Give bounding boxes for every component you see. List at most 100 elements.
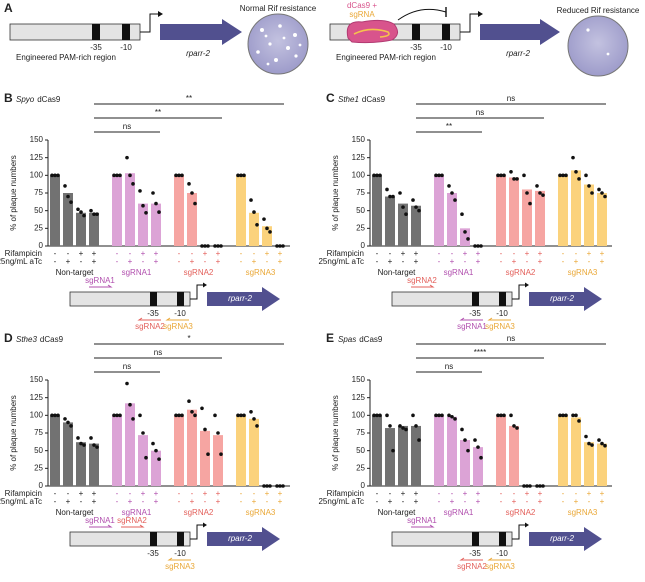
chart-panel: D Sthe3 dCas9 % of plaque numbers 0 25 50 75 100… (0, 331, 290, 571)
chart-title: Sthe1 dCas9 (338, 95, 386, 104)
promoter-head (158, 11, 163, 17)
significance-label: ** (186, 94, 192, 103)
row-label: 25ng/mL aTc (318, 257, 364, 266)
label-10: -10 (120, 43, 132, 52)
replicate-point (255, 223, 259, 227)
replicate-point (564, 413, 568, 418)
replicate-point (561, 173, 565, 178)
replicate-point (50, 413, 54, 418)
sgrna-above: sgRNA1 (85, 516, 115, 525)
replicate-point (131, 417, 135, 421)
rifampicin-sign: + (154, 489, 159, 498)
rifampicin-sign: + (141, 249, 146, 258)
atc-sign: + (154, 257, 159, 266)
replicate-point (577, 419, 581, 423)
sgrna-arrow (459, 557, 483, 561)
replicate-point (262, 484, 266, 488)
sgrna-arrow (89, 524, 113, 528)
y-tick-label: 0 (361, 481, 366, 490)
replicate-point (525, 191, 529, 195)
rifampicin-sign: + (600, 489, 605, 498)
replicate-point (401, 426, 405, 430)
replicate-point (414, 205, 418, 209)
bar (385, 428, 395, 486)
replicate-point (53, 173, 57, 178)
replicate-point (538, 191, 542, 195)
replicate-point (281, 244, 285, 248)
replicate-point (372, 173, 376, 178)
replicate-point (262, 217, 266, 221)
title-organism: Spas (338, 335, 356, 344)
replicate-point (499, 173, 503, 178)
chart-panel: B Spyo dCas9 % of plaque numbers 0 25 50 75 100 1… (0, 91, 290, 331)
replicate-point (174, 173, 178, 178)
panel-label: B (4, 91, 13, 105)
replicate-point (571, 155, 575, 160)
sgrna-arrow (167, 557, 191, 561)
replicate-point (154, 448, 158, 453)
replicate-point (118, 173, 122, 178)
replicate-point (512, 177, 516, 181)
replicate-point (587, 184, 591, 188)
bar (125, 403, 135, 486)
rifampicin-sign: + (401, 489, 406, 498)
replicate-point (180, 413, 184, 418)
sgrna-shape (353, 28, 390, 38)
atc-sign: - (562, 497, 565, 506)
atc-sign: - (438, 497, 441, 506)
replicate-point (463, 230, 467, 234)
replicate-point (417, 208, 421, 213)
region-label: Engineered PAM-rich region (336, 53, 436, 62)
promoter-head (525, 522, 529, 528)
gene-arrow (529, 287, 602, 311)
bar (597, 443, 607, 486)
atc-sign: - (588, 257, 591, 266)
rifampicin-sign: - (438, 489, 441, 498)
title-text: dCas9 (359, 335, 383, 344)
replicate-point (56, 413, 60, 418)
replicate-point (174, 413, 178, 418)
replicate-point (479, 244, 483, 248)
replicate-point (597, 187, 601, 192)
replicate-point (268, 484, 272, 488)
bar (398, 425, 408, 486)
atc-sign: + (278, 497, 283, 506)
atc-sign: - (54, 497, 57, 506)
panel-label: C (326, 91, 335, 105)
replicate-point (401, 205, 405, 209)
replicate-point (216, 431, 220, 435)
replicate-point (125, 381, 129, 386)
replicate-point (574, 413, 578, 418)
atc-sign: - (142, 257, 145, 266)
atc-sign: - (562, 257, 565, 266)
bar (200, 430, 210, 486)
rifampicin-sign: - (178, 249, 181, 258)
group-label: sgRNA1 (122, 268, 152, 277)
replicate-point (398, 424, 402, 428)
region-box (69, 531, 191, 547)
atc-sign: - (178, 497, 181, 506)
atc-sign: + (92, 257, 97, 266)
sgrna-arrow (165, 317, 189, 321)
atc-sign: - (204, 497, 207, 506)
gene-label: rparr-2 (186, 49, 210, 58)
replicate-point (375, 413, 379, 418)
replicate-point (203, 427, 207, 432)
plate (567, 15, 629, 77)
sgrna-arrow (411, 524, 435, 528)
bar (50, 415, 60, 486)
replicate-point (115, 413, 119, 418)
dcas9 (346, 19, 398, 44)
sgrna-below: sgRNA2 (457, 562, 487, 571)
box-35 (412, 24, 420, 40)
label-10: -10 (440, 43, 452, 52)
sgrna-below: sgRNA1 (457, 322, 487, 331)
significance-label: ns (445, 362, 453, 371)
atc-sign: - (178, 257, 181, 266)
sgrna-arrow (121, 524, 145, 528)
y-tick-label: 150 (352, 135, 366, 144)
rifampicin-sign: - (500, 489, 503, 498)
atc-sign: + (512, 497, 517, 506)
replicate-point (128, 402, 132, 407)
replicate-point (378, 413, 382, 418)
